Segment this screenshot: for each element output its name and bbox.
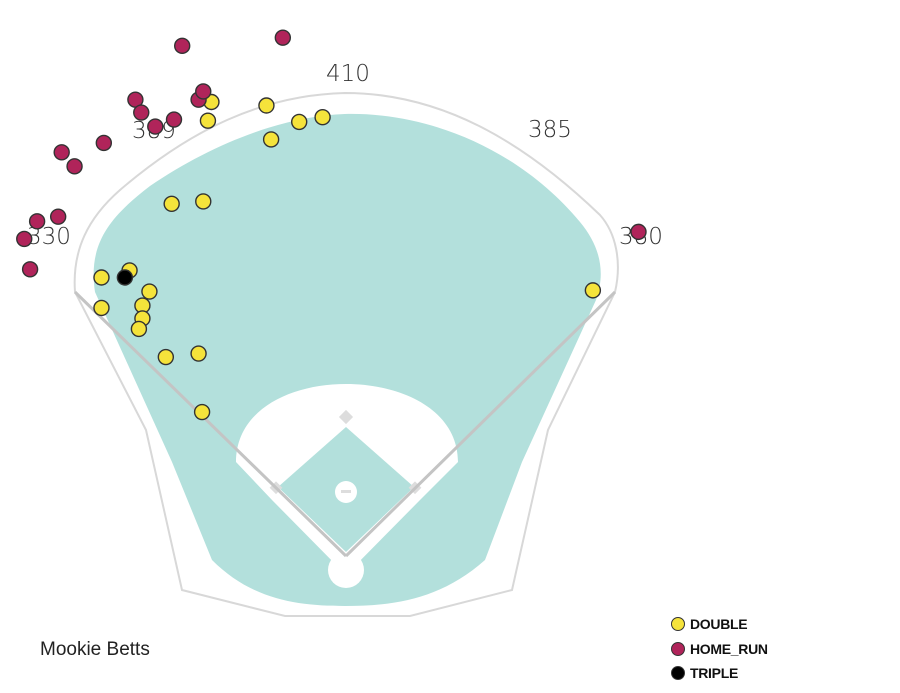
hit-point-double xyxy=(141,283,158,300)
hit-point-home-run xyxy=(21,261,39,278)
legend: DOUBLE HOME_RUN TRIPLE xyxy=(671,612,768,686)
legend-swatch-home-run xyxy=(671,641,685,656)
legend-item-home-run: HOME_RUN xyxy=(671,637,768,662)
player-name: Mookie Betts xyxy=(40,639,150,660)
hit-point-double xyxy=(258,97,275,114)
hit-point-double xyxy=(163,195,180,212)
hit-point-double xyxy=(199,112,217,129)
hit-point-double xyxy=(93,299,110,317)
legend-swatch-triple xyxy=(671,666,685,681)
hit-point-double xyxy=(193,403,211,421)
hit-points xyxy=(16,29,647,421)
legend-item-double: DOUBLE xyxy=(671,612,768,637)
left-foul-line xyxy=(73,290,348,558)
legend-item-triple: TRIPLE xyxy=(671,661,768,686)
second-base xyxy=(338,409,354,425)
hit-point-home-run xyxy=(16,230,33,248)
outfield-grass xyxy=(93,113,601,606)
hit-point-double xyxy=(195,193,212,210)
hit-point-triple xyxy=(116,269,134,286)
hit-point-home-run xyxy=(133,104,150,121)
hit-point-double xyxy=(190,345,207,362)
pitchers-rubber xyxy=(341,490,351,493)
hit-point-home-run xyxy=(28,213,46,230)
hit-point-home-run xyxy=(49,208,67,225)
hit-point-home-run xyxy=(195,83,212,100)
legend-swatch-double xyxy=(671,617,685,632)
hit-point-double xyxy=(314,109,331,126)
hit-point-home-run xyxy=(53,144,70,161)
hit-point-home-run xyxy=(66,158,83,175)
hit-point-home-run xyxy=(173,37,191,55)
hit-point-double xyxy=(130,320,148,338)
hit-point-home-run xyxy=(630,223,647,241)
right-foul-line xyxy=(344,290,617,558)
hit-point-double xyxy=(584,282,602,299)
legend-label: DOUBLE xyxy=(690,616,748,633)
hit-point-home-run xyxy=(274,29,292,46)
distance-label-center: 410 xyxy=(326,61,370,87)
hit-point-home-run xyxy=(95,134,113,152)
home-plate-area xyxy=(328,552,364,588)
distance-label-right-center: 385 xyxy=(528,117,572,143)
hit-point-home-run xyxy=(165,111,183,128)
hit-point-double xyxy=(262,131,280,148)
hit-point-double xyxy=(157,348,175,366)
hit-point-home-run xyxy=(147,118,164,135)
hit-point-double xyxy=(291,113,308,131)
legend-label: HOME_RUN xyxy=(690,640,768,657)
hit-point-double xyxy=(93,269,110,286)
legend-label: TRIPLE xyxy=(690,665,738,682)
